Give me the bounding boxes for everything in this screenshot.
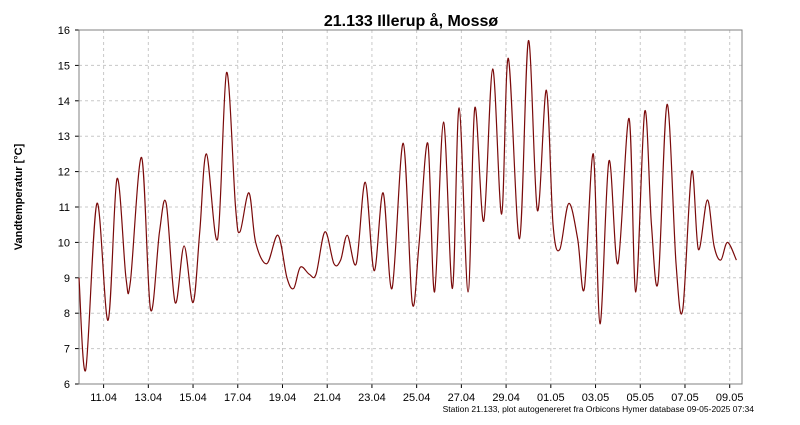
y-tick-label: 10 — [58, 237, 70, 249]
footer-note: Station 21.133, plot autogenereret fra O… — [443, 404, 755, 414]
series-group — [78, 40, 737, 372]
x-tick-label: 17.04 — [224, 392, 252, 404]
y-tick-label: 8 — [64, 308, 70, 320]
y-axis-label: Vandtemperatur [°C] — [13, 143, 25, 250]
series-line-water-temperature — [78, 40, 737, 372]
x-tick-label: 25.04 — [403, 392, 431, 404]
x-tick-label: 01.05 — [537, 392, 565, 404]
x-tick-label: 19.04 — [269, 392, 297, 404]
x-tick-label: 15.04 — [179, 392, 207, 404]
x-tick-label: 23.04 — [358, 392, 386, 404]
grid — [79, 29, 742, 385]
y-tick-label: 16 — [58, 25, 70, 37]
y-tick-label: 6 — [64, 379, 70, 391]
y-tick-label: 13 — [58, 131, 70, 143]
chart-title: 21.133 Illerup å, Mossø — [324, 12, 499, 30]
y-tick-label: 7 — [64, 344, 70, 356]
x-tick-label: 11.04 — [90, 392, 117, 404]
y-axis-ticks: 6 7 8 9 10 11 12 13 14 15 16 — [58, 25, 79, 391]
x-tick-label: 09.05 — [716, 392, 744, 404]
x-tick-label: 29.04 — [492, 392, 520, 404]
x-tick-label: 13.04 — [135, 392, 163, 404]
x-tick-label: 27.04 — [448, 392, 476, 404]
x-tick-label: 21.04 — [313, 392, 341, 404]
x-tick-label: 03.05 — [582, 392, 610, 404]
y-tick-label: 15 — [58, 60, 70, 72]
plot-frame — [78, 29, 743, 385]
y-tick-label: 14 — [58, 96, 70, 108]
x-axis-ticks: 11.04 13.04 15.04 17.04 19.04 21.04 23.04 25.04… — [90, 384, 743, 404]
x-tick-label: 07.05 — [671, 392, 699, 404]
x-tick-label: 05.05 — [626, 392, 654, 404]
y-tick-label: 11 — [59, 202, 70, 214]
y-tick-label: 9 — [64, 273, 70, 285]
y-tick-label: 12 — [58, 167, 70, 179]
